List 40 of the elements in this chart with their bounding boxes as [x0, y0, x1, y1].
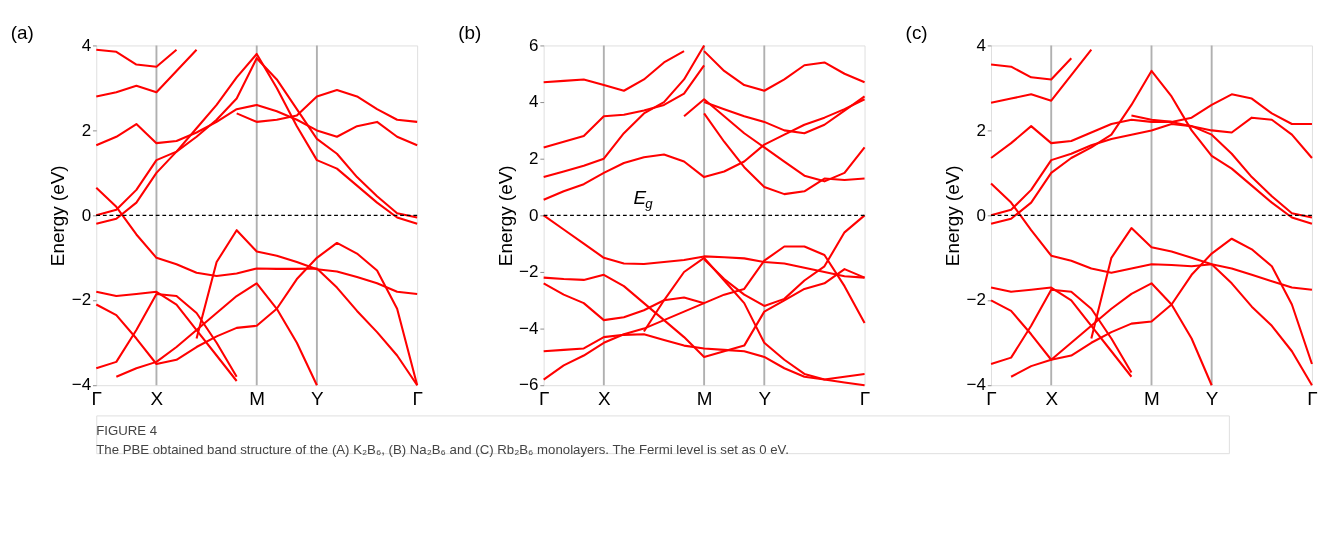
x-tick-label: M	[696, 387, 713, 409]
y-tick-label: −2	[71, 290, 92, 310]
y-tick-label: 2	[529, 148, 539, 168]
y-tick-label: −2	[519, 262, 539, 282]
x-tick-label: M	[249, 387, 266, 409]
chart-title: (b)	[458, 21, 482, 43]
x-tick-label: Y	[1205, 387, 1219, 409]
x-tick-label: Γ	[986, 387, 997, 409]
y-tick-label: −4	[71, 375, 92, 395]
y-tick-label: 4	[529, 92, 539, 112]
y-tick-label: 0	[976, 205, 986, 225]
x-tick-label: Γ	[412, 387, 423, 409]
text: The PBE obtained band structure of the (A) K₂B₆, (B) Na₂B₆ and (C) Rb₂B₆ monolayers. The Fermi level is set as 0 eV.	[96, 442, 789, 458]
caption: FIGURE 4	[96, 423, 158, 439]
y-tick-label: −6	[519, 375, 539, 395]
y-tick-label: −4	[519, 318, 539, 338]
y-tick-label: 0	[529, 205, 539, 225]
x-tick-label: X	[1045, 387, 1059, 409]
y-tick-label: 4	[81, 35, 92, 55]
y-axis-title: Energy (eV)	[47, 165, 69, 267]
x-tick-label: Γ	[859, 387, 871, 409]
x-tick-label: M	[1144, 387, 1160, 409]
y-tick-label: −4	[966, 375, 986, 395]
y-tick-label: 2	[976, 120, 986, 140]
chart-title: (a)	[10, 21, 34, 43]
y-axis-title: Energy (eV)	[494, 165, 516, 267]
y-tick-label: 6	[529, 35, 539, 55]
y-tick-label: −2	[966, 290, 986, 310]
x-tick-label: Y	[311, 387, 325, 409]
x-tick-label: Γ	[538, 387, 550, 409]
x-tick-label: Γ	[1307, 387, 1318, 409]
y-tick-label: 0	[81, 205, 92, 225]
y-tick-label: 2	[81, 120, 92, 140]
x-tick-label: Γ	[91, 387, 102, 409]
x-tick-label: X	[150, 387, 164, 409]
chart-title: (c)	[905, 21, 928, 43]
x-tick-label: Y	[758, 387, 772, 409]
y-tick-label: 4	[976, 35, 986, 55]
y-axis-title: Energy (eV)	[941, 165, 963, 267]
x-tick-label: X	[598, 387, 611, 409]
